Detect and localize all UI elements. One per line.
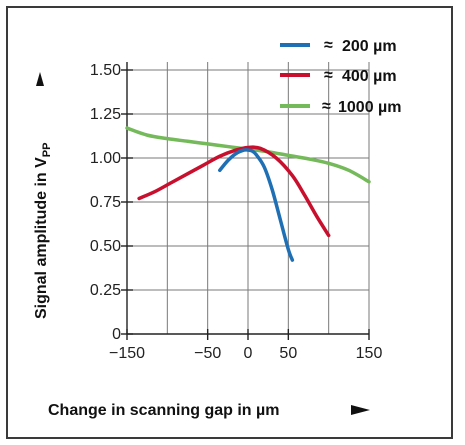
legend: ≈200 µm ≈ 400 µm ≈ 1000 µm: [280, 37, 401, 116]
y-tick-label: 1.50: [90, 62, 121, 79]
y-tick-label: 0.25: [90, 282, 121, 299]
axes: [121, 62, 370, 340]
y-tick-label: 1.00: [90, 150, 121, 167]
legend-approx-symbol: ≈: [324, 67, 333, 84]
legend-approx-symbol: ≈: [324, 37, 333, 54]
x-tick-label: −50: [194, 345, 221, 362]
y-tick-label: 0: [112, 326, 121, 343]
line-chart: 0 0.25 0.50 0.75 1.00 1.25 1.50 −150 −50 0 50 150 ≈…: [33, 37, 401, 419]
x-tick-label: 50: [279, 345, 297, 362]
x-axis-arrow-icon: [351, 405, 370, 415]
x-tick-label: −150: [109, 345, 145, 362]
legend-label: 400 µm: [342, 68, 397, 85]
y-axis-label: Signal amplitude in VPP: [33, 143, 53, 319]
y-axis-arrow-icon: [36, 72, 44, 86]
tick-labels: 0 0.25 0.50 0.75 1.00 1.25 1.50 −150 −50 0 50 150: [90, 62, 383, 362]
series-line-0: [218, 148, 295, 262]
x-axis-label: Change in scanning gap in µm: [48, 402, 279, 419]
series-lines: [125, 126, 371, 262]
legend-approx-symbol: ≈: [322, 98, 331, 115]
chart-frame: 0 0.25 0.50 0.75 1.00 1.25 1.50 −150 −50 0 50 150 ≈…: [6, 6, 453, 439]
grid: [127, 62, 370, 334]
x-tick-label: 0: [244, 345, 253, 362]
y-tick-label: 1.25: [90, 106, 121, 123]
x-tick-label: 150: [356, 345, 383, 362]
legend-label: 200 µm: [342, 38, 397, 55]
series-line-1: [137, 145, 331, 238]
legend-label: 1000 µm: [338, 99, 401, 116]
y-tick-label: 0.75: [90, 194, 121, 211]
y-tick-label: 0.50: [90, 238, 121, 255]
